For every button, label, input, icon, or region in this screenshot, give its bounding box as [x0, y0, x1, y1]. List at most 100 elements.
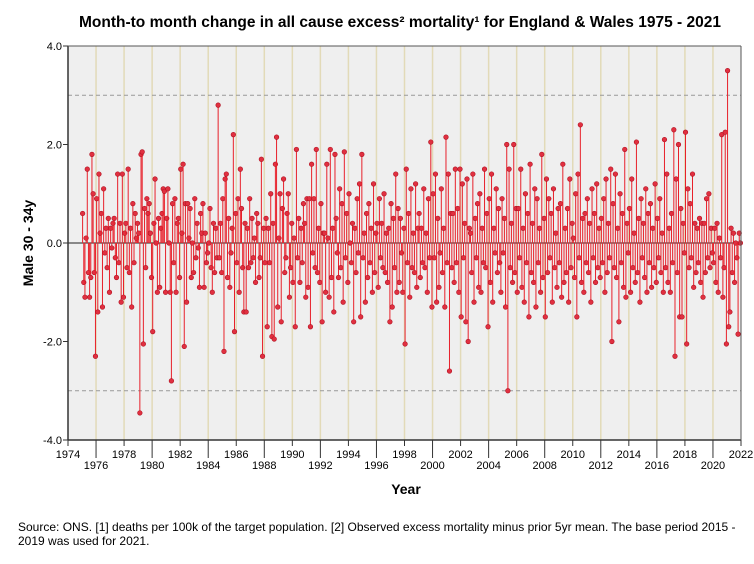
data-point	[541, 215, 547, 221]
data-point	[265, 225, 271, 231]
data-point	[209, 289, 215, 295]
x-tick-label: 2002	[448, 449, 472, 461]
data-point	[319, 319, 325, 325]
data-point	[546, 196, 552, 202]
data-point	[695, 260, 701, 266]
data-point	[360, 255, 366, 261]
data-point	[168, 378, 175, 384]
data-point	[594, 181, 600, 187]
data-point	[589, 186, 595, 192]
x-tick-label: 1992	[308, 460, 332, 472]
data-point	[528, 269, 534, 276]
data-point	[365, 274, 371, 281]
data-point	[146, 201, 152, 207]
data-point	[538, 289, 544, 295]
data-point	[367, 260, 373, 266]
data-point	[297, 279, 303, 286]
data-point	[477, 191, 483, 197]
data-point	[611, 265, 617, 271]
data-point	[154, 289, 160, 295]
data-point	[173, 289, 179, 295]
data-point	[633, 139, 640, 145]
data-point	[249, 215, 255, 221]
data-point	[610, 201, 616, 207]
data-point	[316, 225, 322, 231]
data-point	[354, 196, 360, 202]
data-point	[235, 196, 241, 202]
data-point	[523, 260, 530, 266]
data-point	[512, 269, 518, 276]
data-point	[634, 269, 641, 276]
data-point	[714, 220, 720, 226]
data-point	[533, 304, 539, 310]
data-point	[495, 205, 502, 212]
data-point	[685, 186, 691, 192]
data-point	[597, 274, 603, 281]
data-point	[230, 132, 236, 138]
data-point	[540, 274, 546, 281]
data-point	[726, 324, 732, 330]
data-point	[463, 319, 469, 325]
data-point	[264, 324, 270, 330]
data-point	[345, 279, 351, 286]
data-point	[374, 220, 380, 226]
data-point	[603, 176, 609, 182]
data-point	[105, 215, 111, 221]
x-tick-label: 2018	[673, 449, 697, 461]
data-point	[310, 250, 316, 256]
data-point	[549, 299, 555, 305]
data-point	[113, 274, 120, 281]
data-point	[228, 250, 234, 256]
data-point	[535, 260, 541, 266]
data-point	[458, 314, 464, 320]
x-tick-label: 1982	[168, 449, 192, 461]
data-point	[411, 269, 418, 276]
data-point	[554, 284, 560, 290]
data-point	[692, 220, 698, 226]
data-point	[368, 225, 374, 231]
data-point	[721, 265, 727, 271]
data-point	[483, 265, 489, 271]
data-point	[236, 289, 242, 295]
data-point	[126, 269, 132, 276]
data-point	[256, 274, 262, 281]
data-point	[123, 220, 129, 226]
data-point	[88, 274, 94, 281]
data-point	[561, 279, 567, 286]
data-point	[437, 250, 443, 256]
data-point	[672, 353, 678, 359]
x-tick-label: 1998	[392, 449, 416, 461]
data-point	[653, 279, 659, 286]
data-point	[470, 171, 476, 177]
data-point	[550, 186, 557, 192]
data-point	[129, 304, 135, 310]
data-point	[194, 220, 200, 226]
data-point	[476, 284, 482, 290]
data-point	[254, 210, 260, 217]
data-point	[488, 171, 495, 177]
data-point	[650, 225, 656, 231]
x-tick-label: 2014	[617, 449, 641, 461]
data-point	[472, 215, 478, 221]
data-point	[130, 201, 136, 207]
data-point	[183, 299, 190, 305]
data-point	[248, 260, 254, 266]
data-point	[682, 129, 689, 135]
data-point	[456, 289, 462, 295]
data-point	[116, 260, 122, 266]
data-point	[262, 260, 268, 266]
data-point	[640, 220, 647, 226]
data-point	[644, 289, 650, 295]
data-point	[574, 314, 580, 320]
data-point	[427, 255, 433, 261]
data-point	[332, 151, 338, 157]
data-point	[487, 279, 493, 286]
data-point	[285, 191, 291, 197]
data-point	[666, 225, 672, 231]
data-point	[728, 225, 734, 231]
data-point	[705, 255, 711, 261]
data-point	[575, 171, 581, 177]
data-point	[486, 196, 492, 202]
data-point	[719, 132, 725, 138]
data-point	[507, 265, 513, 271]
